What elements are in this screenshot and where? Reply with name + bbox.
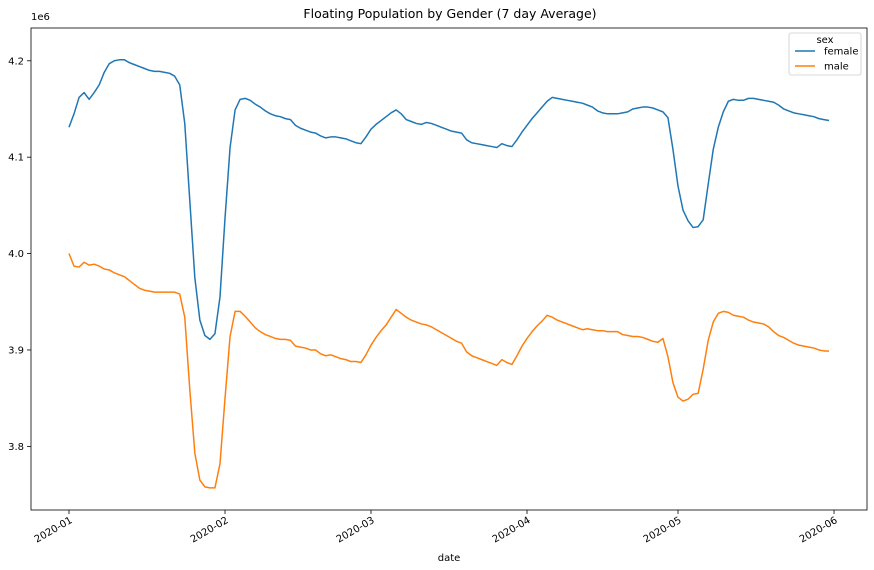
legend-box [788,32,862,76]
chart-title: Floating Population by Gender (7 day Ave… [303,6,596,21]
axes-frame [30,27,868,511]
legend-label-female: female [824,47,858,58]
legend-title: sex [816,35,833,46]
y-tick-label: 4.0 [8,249,24,260]
y-tick-label: 3.8 [8,442,24,453]
plot-area [68,59,830,489]
y-offset-label: 1e6 [31,12,50,23]
series-line-female [68,59,830,341]
legend-label-male: male [824,62,849,73]
y-axis: 3.8 3.9 4.0 4.1 4.2 [8,56,31,453]
x-axis-label: date [438,553,461,564]
y-tick-label: 4.2 [8,56,24,67]
y-tick-label: 4.1 [8,153,24,164]
y-tick-label: 3.9 [8,345,24,356]
series-line-male [68,253,829,489]
